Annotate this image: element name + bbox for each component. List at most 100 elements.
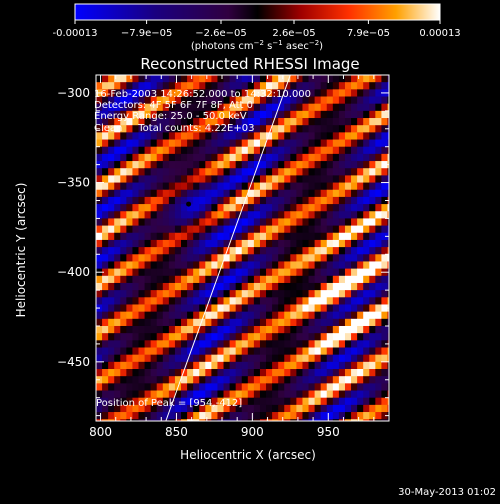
heatmap-cell [387, 404, 389, 413]
heatmap-cell [266, 397, 273, 406]
heatmap-cell [357, 218, 364, 227]
heatmap-cell [102, 282, 109, 291]
heatmap-cell [266, 189, 273, 198]
heatmap-cell [211, 311, 219, 320]
heatmap-cell [284, 118, 291, 126]
heatmap-cell [381, 182, 389, 191]
heatmap-cell [394, 261, 401, 269]
heatmap-cell [284, 333, 291, 341]
heatmap-cell [369, 354, 376, 363]
heatmap-cell [290, 232, 297, 241]
colorbar-tick-label: -0.00013 [53, 28, 98, 39]
heatmap-cell [326, 182, 334, 191]
heatmap-cell [284, 139, 291, 148]
heatmap-cell [156, 318, 164, 327]
heatmap-cell [156, 261, 164, 270]
heatmap-cell [150, 304, 158, 313]
heatmap-cell [132, 211, 140, 220]
heatmap-cell [296, 361, 304, 370]
heatmap-cell [120, 82, 127, 90]
heatmap-cell [320, 103, 328, 112]
heatmap-cell [338, 189, 346, 198]
heatmap-cell [229, 383, 237, 392]
heatmap-cell [278, 239, 285, 248]
heatmap-cell [229, 419, 237, 421]
heatmap-cell [174, 103, 182, 112]
heatmap-cell [174, 189, 182, 198]
heatmap-cell [369, 103, 376, 112]
heatmap-cell [290, 347, 297, 356]
heatmap-cell [138, 361, 146, 370]
heatmap-cell [314, 247, 322, 255]
heatmap-cell [387, 239, 389, 248]
heatmap-cell [223, 333, 231, 341]
heatmap-cell [308, 239, 316, 248]
heatmap-cell [338, 419, 346, 421]
heatmap-cell [126, 96, 134, 105]
heatmap-cell [369, 282, 376, 291]
heatmap-cell [296, 161, 304, 169]
heatmap-cell [102, 96, 109, 105]
heatmap-cell [120, 304, 127, 313]
heatmap-cell [126, 376, 134, 384]
heatmap-cell [266, 254, 273, 263]
heatmap-cell [302, 419, 310, 421]
heatmap-cell [272, 168, 279, 176]
heatmap-cell [387, 397, 389, 406]
heatmap-cell [344, 318, 352, 327]
heatmap-cell [387, 168, 389, 176]
heatmap-cell [272, 239, 279, 248]
heatmap-cell [132, 318, 140, 327]
heatmap-cell [229, 347, 237, 356]
heatmap-cell [394, 111, 401, 119]
heatmap-cell [108, 146, 115, 155]
heatmap-cell [150, 118, 158, 126]
heatmap-cell [156, 239, 164, 248]
heatmap-cell [96, 153, 103, 162]
heatmap-cell [217, 347, 225, 356]
heatmap-cell [344, 182, 352, 191]
heatmap-cell [187, 168, 194, 176]
heatmap-cell [351, 304, 358, 313]
heatmap-cell [314, 376, 322, 384]
heatmap-cell [344, 218, 352, 227]
heatmap-cell [332, 354, 340, 363]
heatmap-cell [290, 304, 297, 313]
heatmap-cell [296, 354, 304, 363]
heatmap-cell [235, 82, 243, 90]
heatmap-cell [338, 318, 346, 327]
heatmap-cell [381, 304, 389, 313]
heatmap-cell [308, 204, 316, 212]
heatmap-cell [314, 153, 322, 162]
heatmap-cell [102, 369, 109, 377]
heatmap-cell [211, 361, 219, 370]
heatmap-cell [338, 282, 346, 291]
heatmap-cell [162, 318, 170, 327]
heatmap-cell [278, 125, 285, 133]
heatmap-cell [217, 96, 225, 105]
heatmap-cell [96, 239, 103, 248]
heatmap-cell [162, 204, 170, 212]
heatmap-cell [162, 268, 170, 277]
heatmap-cell [351, 232, 358, 241]
heatmap-cell [290, 340, 297, 349]
heatmap-cell [187, 426, 194, 434]
heatmap-cell [132, 261, 140, 270]
heatmap-cell [144, 175, 152, 184]
heatmap-cell [302, 376, 310, 384]
heatmap-cell [168, 318, 176, 327]
heatmap-cell [375, 390, 383, 399]
heatmap-cell [223, 96, 231, 105]
heatmap-cell [387, 275, 389, 284]
heatmap-cell [375, 204, 383, 212]
heatmap-cell [314, 369, 322, 377]
heatmap-cell [351, 132, 358, 141]
heatmap-cell [351, 311, 358, 320]
heatmap-cell [272, 325, 279, 334]
heatmap-cell [296, 103, 304, 112]
heatmap-cell [205, 254, 212, 263]
heatmap-cell [150, 239, 158, 248]
heatmap-cell [253, 139, 261, 148]
heatmap-cell [253, 132, 261, 141]
heatmap-cell [174, 125, 182, 133]
